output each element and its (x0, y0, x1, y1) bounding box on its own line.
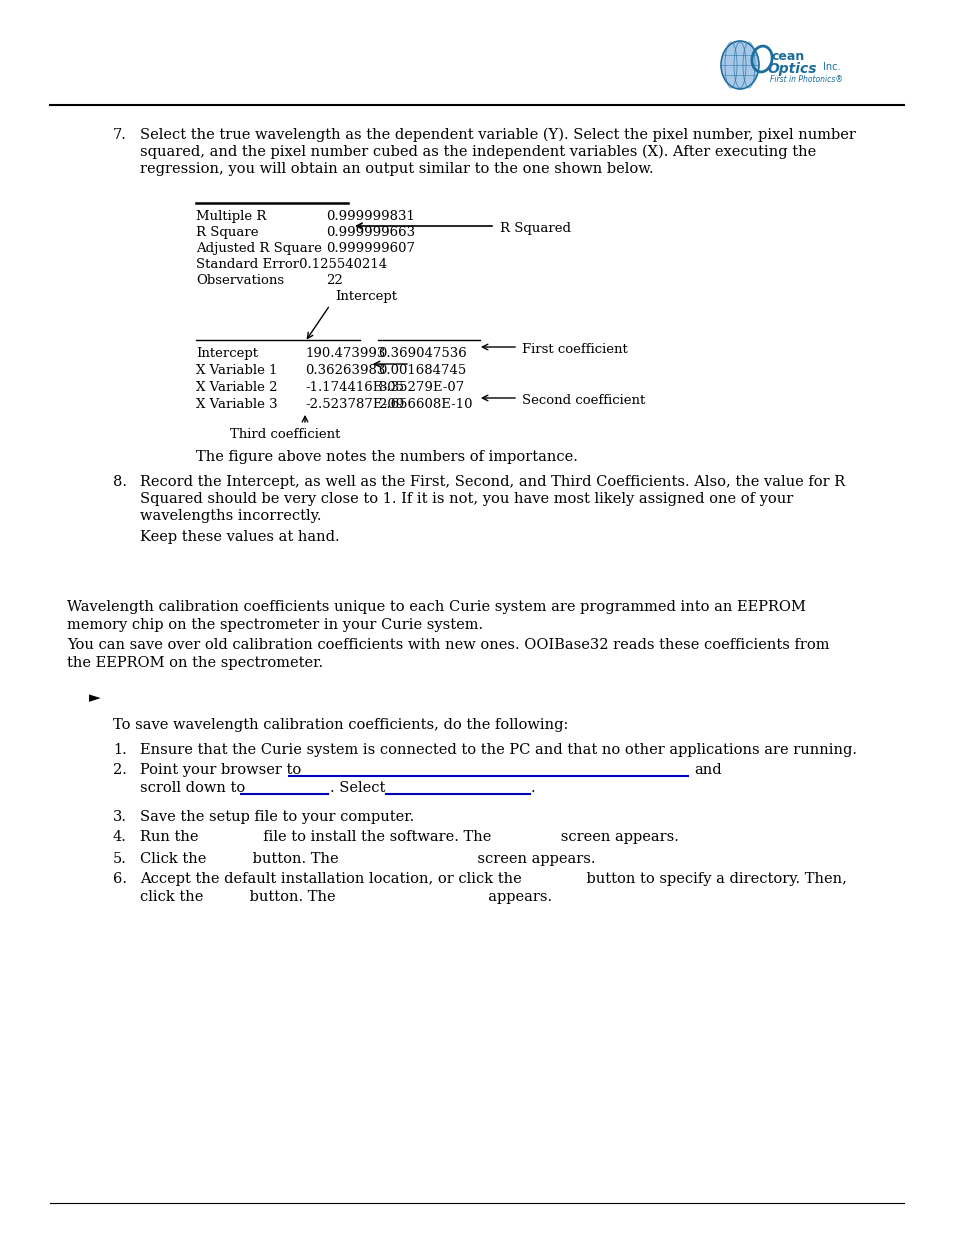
Text: regression, you will obtain an output similar to the one shown below.: regression, you will obtain an output si… (140, 162, 653, 177)
Text: and: and (693, 763, 720, 777)
Text: 7.: 7. (112, 128, 127, 142)
Text: click the          button. The                                 appears.: click the button. The appears. (140, 890, 552, 904)
Text: . Select: . Select (330, 781, 385, 795)
Text: R Squared: R Squared (499, 222, 571, 235)
Text: 3.: 3. (112, 810, 127, 824)
Text: Wavelength calibration coefficients unique to each Curie system are programmed i: Wavelength calibration coefficients uniq… (67, 600, 805, 614)
Text: Optics: Optics (767, 62, 817, 77)
Text: 8.: 8. (112, 475, 127, 489)
Text: Standard Error0.125540214: Standard Error0.125540214 (195, 258, 387, 270)
Text: Intercept: Intercept (335, 290, 396, 303)
Text: 0.36263983: 0.36263983 (305, 364, 385, 377)
Text: 2.: 2. (112, 763, 127, 777)
Text: First coefficient: First coefficient (521, 343, 627, 356)
Text: 8.35279E-07: 8.35279E-07 (377, 382, 464, 394)
Text: Point your browser to: Point your browser to (140, 763, 301, 777)
Text: 0.369047536: 0.369047536 (377, 347, 466, 359)
Text: Accept the default installation location, or click the              button to sp: Accept the default installation location… (140, 872, 846, 885)
Text: Record the Intercept, as well as the First, Second, and Third Coefficients. Also: Record the Intercept, as well as the Fir… (140, 475, 844, 489)
Text: Run the              file to install the software. The               screen appe: Run the file to install the software. Th… (140, 830, 679, 844)
Text: 0.999999607: 0.999999607 (326, 242, 415, 254)
Text: Save the setup file to your computer.: Save the setup file to your computer. (140, 810, 414, 824)
Text: cean: cean (771, 49, 804, 63)
Text: Third coefficient: Third coefficient (230, 429, 340, 441)
Text: 0.999999831: 0.999999831 (326, 210, 415, 224)
Text: Second coefficient: Second coefficient (521, 394, 644, 408)
Text: scroll down to: scroll down to (140, 781, 245, 795)
Text: 5.: 5. (112, 852, 127, 866)
Text: wavelengths incorrectly.: wavelengths incorrectly. (140, 509, 321, 522)
Ellipse shape (720, 41, 759, 89)
Text: Intercept: Intercept (195, 347, 257, 359)
Text: Observations: Observations (195, 274, 284, 287)
Text: Click the          button. The                              screen appears.: Click the button. The screen appears. (140, 852, 595, 866)
Text: X Variable 3: X Variable 3 (195, 398, 277, 411)
Text: .: . (531, 781, 535, 795)
Text: X Variable 2: X Variable 2 (195, 382, 277, 394)
Text: Select the true wavelength as the dependent variable (Y). Select the pixel numbe: Select the true wavelength as the depend… (140, 128, 855, 142)
Text: Multiple R: Multiple R (195, 210, 266, 224)
Text: 4.: 4. (112, 830, 127, 844)
Text: Squared should be very close to 1. If it is not, you have most likely assigned o: Squared should be very close to 1. If it… (140, 492, 792, 506)
Text: Inc.: Inc. (822, 62, 840, 72)
Text: Adjusted R Square: Adjusted R Square (195, 242, 321, 254)
Text: -2.523787E-09: -2.523787E-09 (305, 398, 404, 411)
Text: 6.: 6. (112, 872, 127, 885)
Text: 22: 22 (326, 274, 342, 287)
Text: X Variable 1: X Variable 1 (195, 364, 277, 377)
Text: You can save over old calibration coefficients with new ones. OOIBase32 reads th: You can save over old calibration coeffi… (67, 638, 828, 652)
Text: To save wavelength calibration coefficients, do the following:: To save wavelength calibration coefficie… (112, 718, 568, 732)
Text: memory chip on the spectrometer in your Curie system.: memory chip on the spectrometer in your … (67, 618, 482, 632)
Text: The figure above notes the numbers of importance.: The figure above notes the numbers of im… (195, 450, 578, 464)
Text: 2.656608E-10: 2.656608E-10 (377, 398, 472, 411)
Text: -1.174416E-05: -1.174416E-05 (305, 382, 403, 394)
Text: R Square: R Square (195, 226, 258, 240)
Text: Keep these values at hand.: Keep these values at hand. (140, 530, 339, 543)
Text: 0.001684745: 0.001684745 (377, 364, 466, 377)
Text: squared, and the pixel number cubed as the independent variables (X). After exec: squared, and the pixel number cubed as t… (140, 144, 816, 159)
Text: 190.473993: 190.473993 (305, 347, 385, 359)
Text: Ensure that the Curie system is connected to the PC and that no other applicatio: Ensure that the Curie system is connecte… (140, 743, 856, 757)
Text: First in Photonics®: First in Photonics® (769, 75, 842, 84)
Text: 0.999999663: 0.999999663 (326, 226, 415, 240)
Text: ►: ► (89, 690, 101, 705)
Text: the EEPROM on the spectrometer.: the EEPROM on the spectrometer. (67, 656, 323, 671)
Text: 1.: 1. (112, 743, 127, 757)
